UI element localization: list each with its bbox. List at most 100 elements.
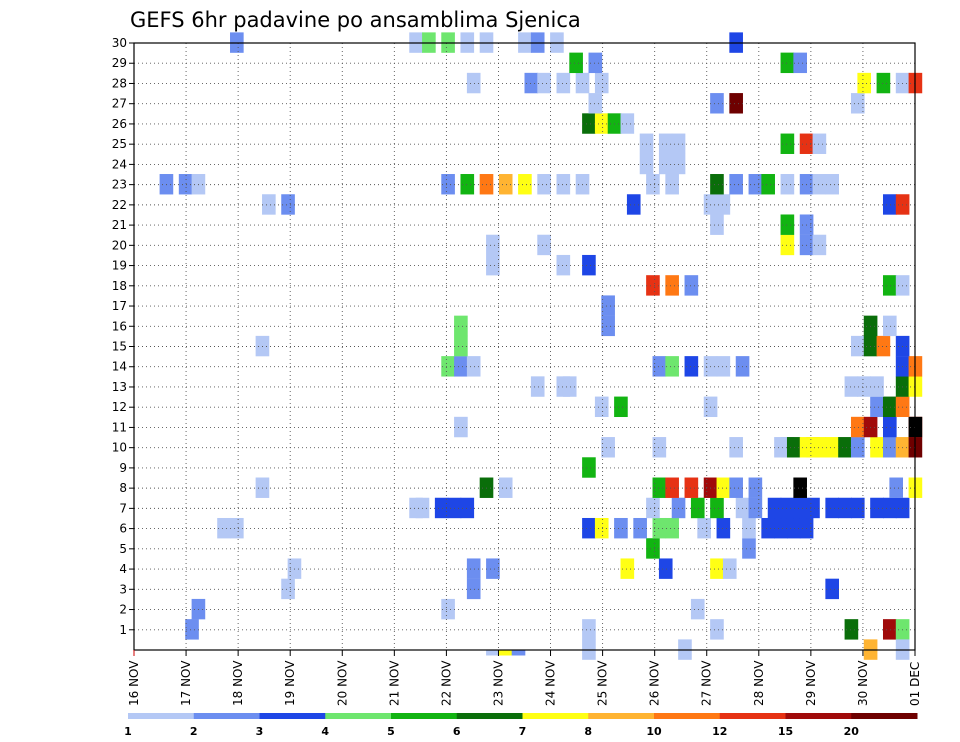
data-cell — [825, 497, 839, 519]
data-cell — [882, 396, 897, 418]
y-tick-label: 19 — [112, 259, 127, 273]
data-cell — [498, 174, 513, 195]
data-cell — [530, 376, 545, 397]
data-cell — [793, 52, 807, 74]
data-cell — [710, 497, 724, 519]
y-tick-label: 27 — [112, 97, 127, 111]
data-cell — [466, 356, 481, 377]
colorbar-segment — [128, 713, 195, 719]
data-cell — [716, 356, 731, 377]
x-tick-label: 24 NOV — [544, 660, 558, 706]
y-tick-label: 28 — [112, 76, 127, 90]
data-cell — [498, 477, 513, 498]
data-cell — [761, 517, 775, 539]
data-cell — [486, 254, 500, 276]
y-tick-label: 21 — [112, 218, 127, 232]
data-cell — [281, 194, 295, 215]
data-cell — [652, 517, 667, 539]
colorbar-segment — [325, 713, 392, 719]
data-cell — [748, 477, 763, 498]
data-cell — [441, 174, 455, 195]
colorbar-label: 20 — [844, 725, 860, 738]
data-cell — [614, 517, 628, 539]
data-cell — [690, 598, 705, 620]
y-tick-label: 9 — [119, 461, 127, 475]
data-cell — [466, 578, 481, 600]
data-cell — [812, 234, 827, 256]
data-cell — [742, 517, 756, 539]
data-cell — [441, 356, 455, 377]
data-cell — [588, 52, 603, 74]
data-cell — [620, 558, 635, 579]
y-tick-label: 7 — [119, 501, 127, 515]
colorbar-label: 3 — [256, 725, 264, 738]
data-cell — [434, 497, 449, 519]
y-tick-label: 29 — [112, 56, 127, 70]
data-cell — [844, 619, 859, 640]
x-tick-label: 27 NOV — [700, 660, 714, 706]
x-tick-label: 23 NOV — [491, 660, 505, 706]
data-cell — [665, 517, 679, 539]
data-cell — [838, 437, 852, 458]
data-cell — [217, 517, 231, 539]
data-cell — [870, 396, 884, 418]
data-cell — [729, 174, 743, 195]
colorbar-label: 12 — [712, 725, 727, 738]
colorbar-label: 6 — [453, 725, 461, 738]
data-cell — [780, 52, 795, 74]
y-tick-label: 22 — [112, 198, 127, 212]
data-cell — [742, 538, 756, 559]
data-cell — [870, 376, 884, 397]
colorbar-label: 15 — [778, 725, 793, 738]
x-tick-label: 30 NOV — [856, 660, 870, 706]
y-tick-label: 23 — [112, 178, 127, 192]
colorbar-segment — [719, 713, 786, 719]
colorbar-label: 8 — [584, 725, 592, 738]
data-cell — [850, 437, 865, 458]
data-cell — [882, 619, 897, 640]
data-cell — [262, 194, 276, 215]
y-tick-label: 10 — [112, 441, 127, 455]
data-cell — [876, 335, 891, 357]
data-cell — [710, 174, 724, 195]
data-cell — [466, 72, 481, 94]
data-cell — [774, 517, 788, 539]
data-cell — [850, 416, 865, 438]
colorbar-label: 2 — [190, 725, 198, 738]
data-cell — [882, 437, 897, 458]
data-cells — [159, 32, 923, 660]
data-cell — [857, 376, 872, 397]
y-tick-label: 25 — [112, 137, 127, 151]
data-cell — [658, 558, 673, 579]
data-cell — [601, 315, 615, 337]
data-cell — [486, 234, 500, 256]
data-cell — [825, 437, 839, 458]
data-cell — [850, 93, 865, 114]
data-cell — [646, 174, 660, 195]
y-tick-label: 24 — [112, 157, 127, 171]
data-cell — [761, 174, 775, 195]
y-tick-label: 12 — [112, 400, 127, 414]
data-cell — [716, 517, 731, 539]
data-cell — [556, 254, 571, 276]
x-tick-label: 22 NOV — [439, 660, 453, 706]
data-cell — [441, 598, 455, 620]
data-cell — [454, 315, 468, 337]
data-cell — [594, 113, 609, 134]
x-tick-label: 20 NOV — [335, 660, 349, 706]
data-cell — [780, 174, 795, 195]
data-cell — [498, 650, 513, 656]
data-cell — [806, 497, 820, 519]
data-cell — [684, 275, 699, 296]
data-cell — [882, 275, 897, 296]
data-cell — [793, 497, 807, 519]
data-cell — [620, 113, 635, 134]
data-cell — [454, 416, 468, 438]
y-tick-label: 14 — [112, 360, 127, 374]
data-cell — [614, 396, 628, 418]
data-cell — [786, 437, 801, 458]
colorbar-label: 5 — [387, 725, 395, 738]
data-cell — [601, 295, 615, 316]
x-tick-label: 25 NOV — [596, 660, 610, 706]
data-cell — [524, 72, 539, 94]
